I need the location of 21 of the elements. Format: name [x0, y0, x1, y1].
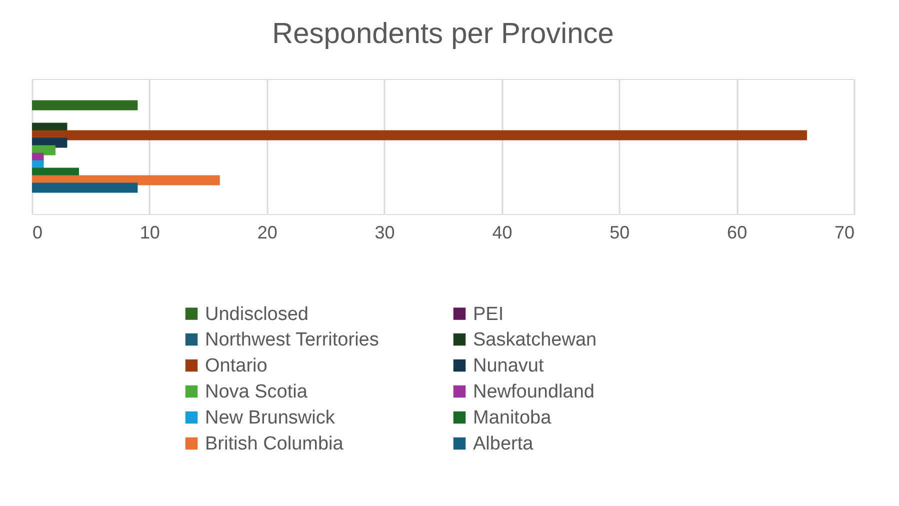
chart-title: Respondents per Province	[272, 18, 614, 50]
legend-label: British Columbia	[205, 434, 344, 454]
x-tick-label: 20	[257, 222, 278, 242]
x-tick-label: 40	[492, 222, 512, 242]
x-tick-label: 10	[140, 222, 160, 242]
x-tick-label: 50	[610, 222, 630, 242]
x-tick-label: 70	[834, 222, 854, 242]
legend-label: New Brunswick	[205, 408, 336, 428]
legend-label: Manitoba	[473, 408, 552, 428]
x-tick-label: 60	[727, 222, 748, 242]
legend-label: Nunavut	[473, 356, 544, 376]
legend-label: Saskatchewan	[473, 330, 597, 350]
legend-label: Ontario	[205, 356, 268, 376]
x-tick-label: 30	[374, 222, 395, 242]
legend-label: Alberta	[473, 434, 534, 454]
legend-label: Newfoundland	[473, 382, 594, 402]
legend-label: Northwest Territories	[205, 330, 379, 350]
legend-label: Undisclosed	[205, 304, 308, 325]
x-tick-label: 0	[32, 222, 43, 242]
legend-label: PEI	[473, 304, 504, 325]
legend-label: Nova Scotia	[205, 382, 308, 402]
